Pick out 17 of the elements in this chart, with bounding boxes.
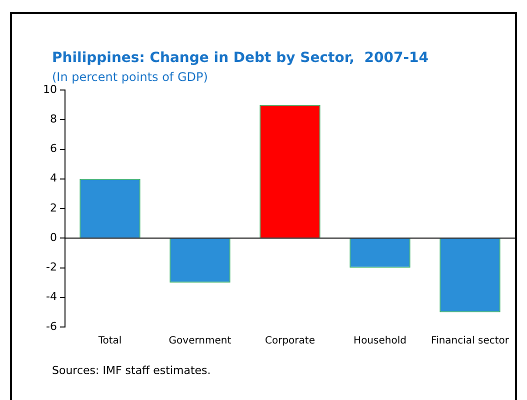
x-tick-label: Financial sector [431, 336, 510, 347]
chart-subtitle: (In percent points of GDP) [52, 70, 208, 84]
y-tick-label: 4 [50, 172, 57, 185]
x-tick-label: Household [354, 336, 406, 347]
x-tick-label: Corporate [265, 336, 315, 347]
y-tick-label: -2 [46, 260, 57, 274]
source-note: Sources: IMF staff estimates. [52, 364, 211, 377]
chart-title: Philippines: Change in Debt by Sector, 2007-14 [52, 50, 429, 66]
y-tick-label: 0 [50, 230, 57, 244]
y-tick-label: 2 [50, 201, 57, 214]
y-tick-label: 8 [50, 112, 57, 126]
y-tick-label: -4 [46, 290, 57, 304]
y-tick-label: 10 [42, 82, 57, 96]
x-tick-label: Government [168, 336, 232, 347]
x-tick-label: Total [97, 336, 122, 347]
y-tick-label: 6 [50, 142, 57, 156]
y-tick-label: -6 [46, 320, 57, 333]
